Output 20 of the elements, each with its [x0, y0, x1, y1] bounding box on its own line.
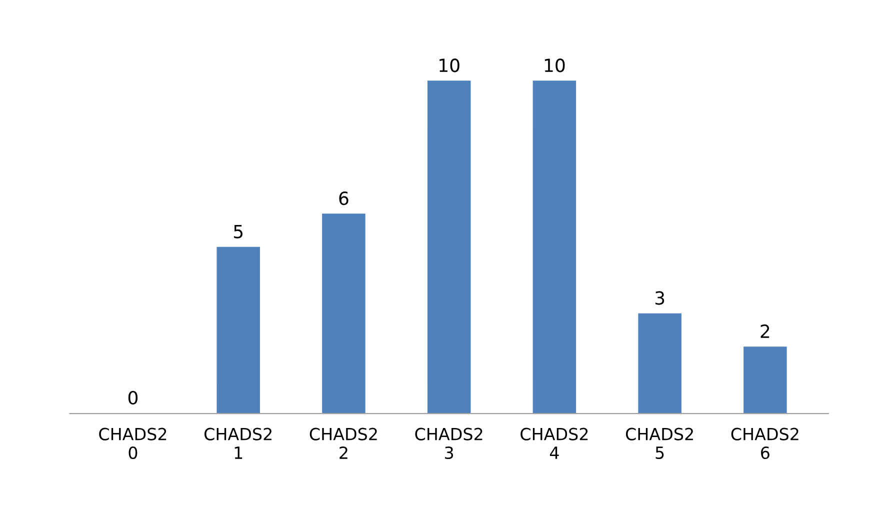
bar	[216, 246, 260, 414]
bar	[322, 214, 366, 414]
x-tick-label: CHADS2 4	[520, 428, 588, 459]
data-label: 5	[234, 224, 243, 238]
x-tick-label: CHADS2 1	[204, 428, 272, 459]
bar	[638, 313, 682, 414]
data-label: 6	[339, 191, 348, 206]
data-label: 10	[544, 58, 565, 72]
x-tick-label: CHADS2 5	[626, 428, 693, 460]
bar	[427, 80, 471, 414]
bar	[532, 80, 576, 414]
data-label: 3	[655, 291, 664, 305]
data-label: 10	[440, 58, 460, 72]
x-tick-label: CHADS2 6	[731, 428, 798, 460]
x-tick-label: CHADS2 3	[415, 428, 482, 460]
data-label: 0	[128, 390, 138, 405]
bar	[744, 346, 787, 414]
x-tick-label: CHADS2 0	[99, 428, 166, 460]
x-tick-label: CHADS2 2	[310, 428, 377, 459]
data-label: 2	[760, 324, 770, 338]
